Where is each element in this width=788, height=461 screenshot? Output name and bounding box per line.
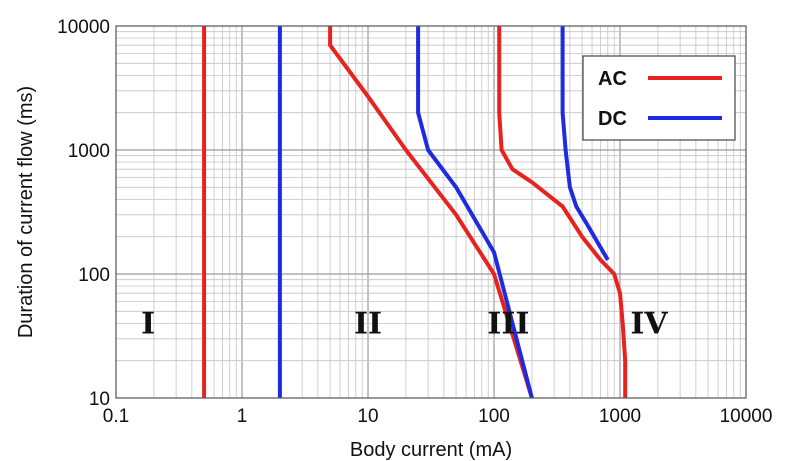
series-line-ac-2 xyxy=(328,26,534,399)
legend-box xyxy=(582,55,736,141)
y-axis-label: Duration of current flow (ms) xyxy=(15,86,37,338)
x-tick-label: 1 xyxy=(237,406,248,427)
series-line-dc-3 xyxy=(416,26,534,399)
legend: AC DC xyxy=(582,55,736,141)
x-axis-label: Body current (mA) xyxy=(350,439,512,461)
region-labels: I II III IV xyxy=(141,306,668,341)
x-tick-label: 1000 xyxy=(599,406,641,427)
series-line-dc-5 xyxy=(560,26,610,261)
region-label: IV xyxy=(630,306,668,341)
series-lines xyxy=(202,26,628,399)
series-line-ac-4 xyxy=(497,26,628,398)
x-tick-label: 10000 xyxy=(720,406,773,427)
region-label: I xyxy=(141,306,155,341)
y-tick-label: 100 xyxy=(78,265,110,286)
legend-label: DC xyxy=(598,108,627,130)
y-tick-labels: 10 100 1000 10000 xyxy=(57,17,110,410)
legend-label: AC xyxy=(598,68,627,90)
plot-frame xyxy=(115,25,747,399)
region-label: III xyxy=(487,306,529,341)
x-tick-labels: 0.1 1 10 100 1000 10000 xyxy=(103,406,773,427)
y-tick-label: 1000 xyxy=(68,141,110,162)
y-tick-label: 10 xyxy=(89,389,110,410)
region-label: II xyxy=(354,306,382,341)
x-tick-label: 100 xyxy=(478,406,510,427)
x-tick-label: 10 xyxy=(357,406,378,427)
x-tick-label: 0.1 xyxy=(103,406,129,427)
y-tick-label: 10000 xyxy=(57,17,110,38)
